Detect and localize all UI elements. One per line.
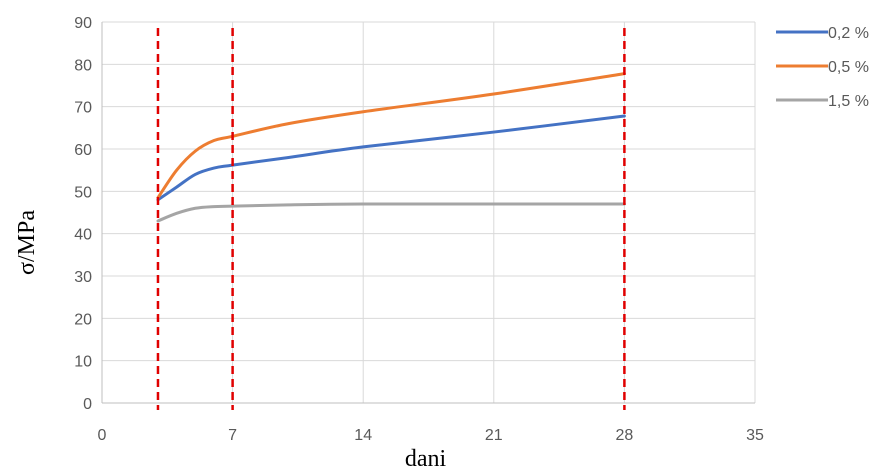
y-tick-label: 0 — [83, 396, 92, 413]
y-axis-title: σ/MPa — [14, 210, 40, 275]
y-tick-label: 30 — [74, 269, 92, 286]
y-tick-label: 60 — [74, 142, 92, 159]
x-tick-label: 28 — [616, 427, 634, 444]
x-tick-label: 21 — [485, 427, 503, 444]
y-tick-label: 20 — [74, 311, 92, 328]
tick-labels: 0 10 20 30 40 50 60 70 80 90 0 7 14 21 28 35 — [74, 15, 764, 444]
y-tick-label: 90 — [74, 15, 92, 32]
legend-label: 0,2 % — [828, 25, 869, 42]
y-tick-label: 80 — [74, 57, 92, 74]
legend-label: 0,5 % — [828, 59, 869, 76]
x-axis-title: dani — [405, 446, 447, 471]
series-line-2 — [156, 72, 626, 200]
x-tick-label: 0 — [98, 427, 107, 444]
legend-label: 1,5 % — [828, 93, 869, 110]
x-tick-label: 14 — [354, 427, 372, 444]
y-tick-label: 10 — [74, 354, 92, 371]
series-lines — [156, 72, 626, 223]
x-tick-label: 35 — [746, 427, 764, 444]
x-tick-label: 7 — [228, 427, 237, 444]
y-tick-label: 40 — [74, 227, 92, 244]
reference-lines — [156, 28, 626, 410]
series-line-3 — [156, 202, 626, 223]
y-tick-label: 70 — [74, 100, 92, 117]
y-tick-label: 50 — [74, 184, 92, 201]
legend: 0,2 % 0,5 % 1,5 % — [776, 25, 869, 110]
series-line-1 — [156, 114, 626, 202]
gridlines — [102, 21, 756, 403]
axes — [101, 22, 755, 404]
